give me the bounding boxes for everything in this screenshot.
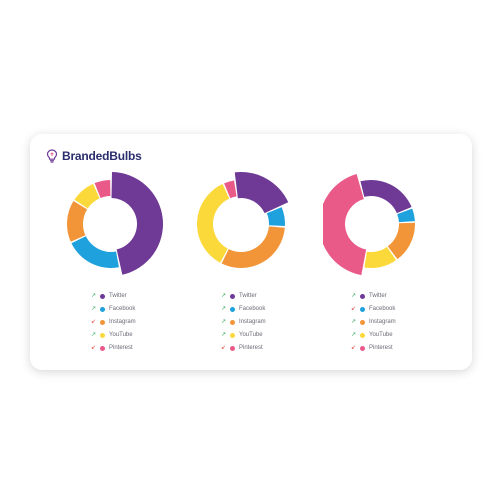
legend-label: Pinterest (109, 345, 133, 351)
arrow-down-left-icon: ↙ (351, 345, 357, 351)
brand-name: BrandedBulbs (62, 149, 142, 163)
legend-item-instagram: ↗ Instagram (351, 316, 396, 328)
legend-item-twitter: ↗ Twitter (91, 290, 127, 302)
arrow-down-left-icon: ↙ (351, 306, 357, 312)
donut-slice-facebook (266, 207, 285, 227)
donut-slice-facebook (71, 236, 119, 268)
legend-dot (100, 319, 105, 325)
legend-item-twitter: ↗ Twitter (221, 290, 257, 302)
arrow-up-right-icon: ↗ (221, 306, 227, 312)
legend-item-facebook: ↙ Facebook (351, 303, 395, 315)
arrow-up-right-icon: ↗ (221, 319, 227, 325)
legend-dot (100, 345, 105, 351)
legend-item-youtube: ↗ YouTube (351, 329, 393, 341)
donut-slice-youtube (197, 184, 230, 263)
legend-label: Facebook (109, 306, 136, 312)
legend-dot (100, 306, 105, 312)
legend-dot (230, 306, 235, 312)
legend-label: Twitter (239, 293, 257, 299)
donut-chart-3 (323, 174, 415, 276)
legend-label: YouTube (239, 332, 263, 338)
donut-slice-youtube (74, 183, 100, 209)
donut-chart-1 (67, 172, 164, 275)
legend-label: Instagram (369, 319, 396, 325)
legend-dot (360, 319, 365, 325)
legend-label: Twitter (369, 293, 387, 299)
legend-item-pinterest: ↙ Pinterest (221, 342, 263, 354)
legend-dot (230, 332, 235, 338)
legend-item-youtube: ↗ YouTube (91, 329, 133, 341)
donut-slice-instagram (387, 222, 415, 260)
legend-dot (100, 332, 105, 338)
donut-slice-twitter (360, 180, 412, 214)
arrow-up-right-icon: ↗ (351, 293, 357, 299)
legend-label: Facebook (239, 306, 266, 312)
donut-slice-twitter (111, 172, 164, 275)
legend-label: Instagram (109, 319, 136, 325)
legend-dot (100, 293, 105, 299)
dashboard-card: BrandedBulbs ↗ Twitter ↗ Facebook ↙ Instagram… (30, 134, 472, 370)
legend-item-facebook: ↗ Facebook (91, 303, 135, 315)
arrow-up-right-icon: ↗ (91, 332, 97, 338)
legend-dot (360, 293, 365, 299)
legend-label: Facebook (369, 306, 396, 312)
arrow-up-right-icon: ↗ (91, 306, 97, 312)
arrow-down-left-icon: ↙ (91, 319, 97, 325)
arrow-up-right-icon: ↗ (221, 293, 227, 299)
arrow-up-right-icon: ↗ (221, 332, 227, 338)
legend-item-pinterest: ↙ Pinterest (351, 342, 393, 354)
chart-1: ↗ Twitter ↗ Facebook ↙ Instagram ↗ YouTube ↙ Pint… (63, 172, 183, 362)
donut-slice-pinterest (323, 174, 367, 276)
donut-slice-pinterest (94, 180, 111, 199)
donut-slice-instagram (221, 226, 285, 268)
donut-slice-twitter (234, 172, 289, 214)
arrow-down-left-icon: ↙ (221, 345, 227, 351)
legend-label: Pinterest (239, 345, 263, 351)
arrow-down-left-icon: ↙ (91, 345, 97, 351)
lightbulb-icon (46, 149, 58, 163)
legend-dot (360, 306, 365, 312)
legend-dot (230, 319, 235, 325)
chart-3: ↗ Twitter ↙ Facebook ↗ Instagram ↗ YouTube ↙ Pint… (323, 172, 443, 362)
donut-chart-2 (197, 172, 289, 268)
legend-dot (230, 345, 235, 351)
legend-item-instagram: ↗ Instagram (221, 316, 266, 328)
legend-label: Twitter (109, 293, 127, 299)
legend-dot (360, 345, 365, 351)
donut-slice-pinterest (224, 180, 237, 199)
legend-item-facebook: ↗ Facebook (221, 303, 265, 315)
legend-label: YouTube (369, 332, 393, 338)
legend-item-twitter: ↗ Twitter (351, 290, 387, 302)
legend-label: Instagram (239, 319, 266, 325)
arrow-up-right-icon: ↗ (351, 332, 357, 338)
brand-logo: BrandedBulbs (46, 149, 142, 163)
legend-item-youtube: ↗ YouTube (221, 329, 263, 341)
legend-dot (360, 332, 365, 338)
donut-slice-youtube (364, 247, 397, 268)
arrow-up-right-icon: ↗ (351, 319, 357, 325)
legend-label: YouTube (109, 332, 133, 338)
donut-slice-instagram (67, 201, 88, 242)
legend-label: Pinterest (369, 345, 393, 351)
donut-slice-facebook (397, 208, 415, 223)
legend-item-instagram: ↙ Instagram (91, 316, 136, 328)
chart-2: ↗ Twitter ↗ Facebook ↗ Instagram ↗ YouTube ↙ Pint… (193, 172, 313, 362)
legend-item-pinterest: ↙ Pinterest (91, 342, 133, 354)
legend-dot (230, 293, 235, 299)
arrow-up-right-icon: ↗ (91, 293, 97, 299)
